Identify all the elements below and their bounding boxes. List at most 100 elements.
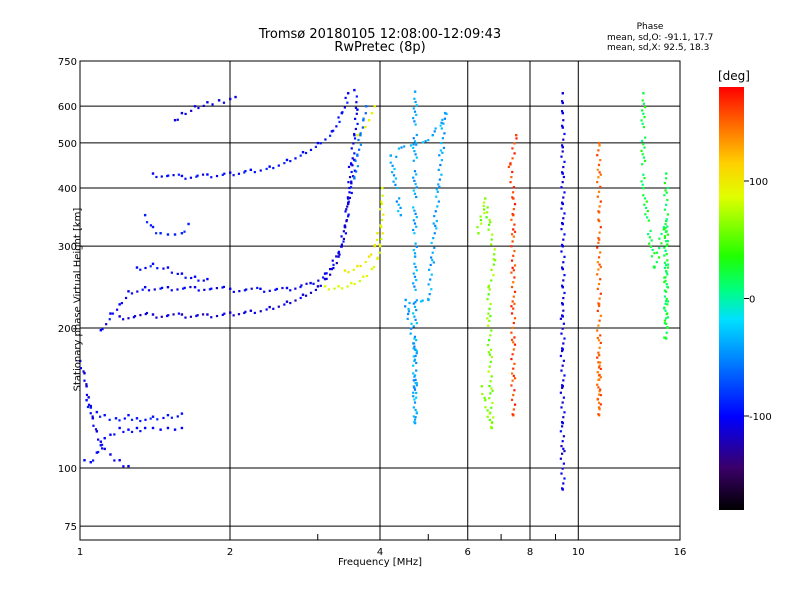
echo-point — [663, 322, 667, 325]
echo-point — [323, 277, 327, 281]
echo-point — [490, 329, 493, 332]
echo-point — [561, 202, 564, 206]
echo-point — [483, 211, 486, 215]
echo-point — [563, 255, 566, 258]
echo-point — [413, 358, 417, 361]
echo-point — [487, 285, 490, 289]
echo-point — [560, 144, 564, 147]
echo-point — [666, 263, 670, 266]
echo-point — [596, 154, 599, 157]
echo-point — [431, 258, 434, 262]
x-tick-label: 2 — [227, 547, 233, 558]
echo-point — [415, 195, 418, 199]
echo-point — [490, 355, 494, 359]
echo-point — [376, 256, 379, 259]
echo-point — [412, 364, 415, 367]
echo-point — [560, 221, 564, 225]
echo-point — [397, 209, 400, 213]
echo-point — [562, 379, 565, 382]
x-tick-label: 16 — [674, 547, 687, 558]
echo-point — [415, 225, 418, 228]
echo-point — [515, 137, 518, 140]
echo-point — [486, 298, 489, 301]
echo-point — [314, 145, 318, 148]
echo-point — [317, 279, 320, 282]
echo-point — [599, 278, 602, 281]
echo-point — [197, 289, 200, 292]
echo-point — [159, 287, 162, 290]
echo-point — [357, 148, 361, 151]
echo-point — [435, 219, 438, 223]
echo-point — [443, 111, 447, 115]
echo-point — [265, 167, 268, 171]
echo-point — [141, 288, 144, 291]
echo-point — [176, 288, 179, 291]
echo-point — [193, 105, 197, 108]
echo-point — [415, 322, 418, 325]
echo-point — [309, 281, 312, 285]
echo-point — [560, 369, 563, 372]
echo-point — [512, 254, 515, 257]
echo-point — [413, 388, 417, 391]
echo-point — [232, 314, 235, 317]
echo-point — [413, 252, 417, 255]
echo-point — [666, 300, 670, 303]
echo-point — [268, 165, 271, 168]
echo-point — [641, 183, 644, 186]
echo-point — [563, 160, 566, 163]
echo-point — [149, 265, 152, 268]
echo-point — [562, 217, 565, 220]
echo-point — [299, 154, 302, 157]
echo-point — [428, 293, 431, 296]
echo-point — [511, 157, 514, 160]
echo-point — [563, 132, 566, 136]
echo-point — [511, 266, 514, 269]
echo-point — [597, 219, 601, 223]
echo-point — [413, 150, 416, 153]
echo-point — [663, 254, 666, 257]
echo-point — [653, 252, 656, 255]
echo-point — [559, 317, 562, 320]
echo-point — [412, 391, 415, 394]
echo-point — [560, 100, 564, 103]
echo-point — [362, 275, 365, 278]
echo-point — [663, 319, 667, 322]
echo-point — [365, 105, 368, 108]
echo-point — [666, 259, 669, 262]
echo-point — [415, 384, 418, 387]
echo-point — [259, 310, 262, 313]
echo-point — [665, 271, 668, 274]
echo-point — [166, 285, 170, 289]
echo-point — [642, 194, 645, 197]
echo-point — [196, 174, 199, 177]
echo-point — [643, 115, 646, 119]
echo-point — [413, 255, 417, 258]
echo-point — [245, 288, 248, 291]
echo-point — [414, 265, 417, 269]
echo-point — [596, 336, 599, 340]
echo-point — [283, 162, 286, 165]
echo-point — [490, 406, 493, 409]
echo-point — [85, 393, 89, 397]
echo-point — [433, 215, 436, 218]
echo-point — [83, 379, 86, 382]
x-tick-label: 10 — [572, 547, 585, 558]
echo-point — [599, 200, 602, 203]
echo-point — [493, 253, 496, 256]
echo-point — [665, 230, 668, 233]
echo-point — [492, 274, 495, 277]
echo-point — [243, 311, 246, 315]
echo-point — [160, 315, 163, 318]
echo-point — [348, 186, 351, 190]
echo-point — [641, 99, 644, 102]
chart-title: Tromsø 20180105 12:08:00-12:09:43 — [258, 27, 502, 42]
echo-point — [335, 261, 338, 265]
echo-point — [597, 413, 600, 416]
echo-point — [109, 433, 112, 436]
echo-point — [487, 228, 490, 231]
echo-point — [392, 180, 395, 183]
colorbar-ticks: 100 0 -100 — [744, 177, 772, 423]
echo-point — [127, 428, 130, 431]
echo-point — [424, 140, 427, 143]
echo-point — [486, 206, 489, 209]
